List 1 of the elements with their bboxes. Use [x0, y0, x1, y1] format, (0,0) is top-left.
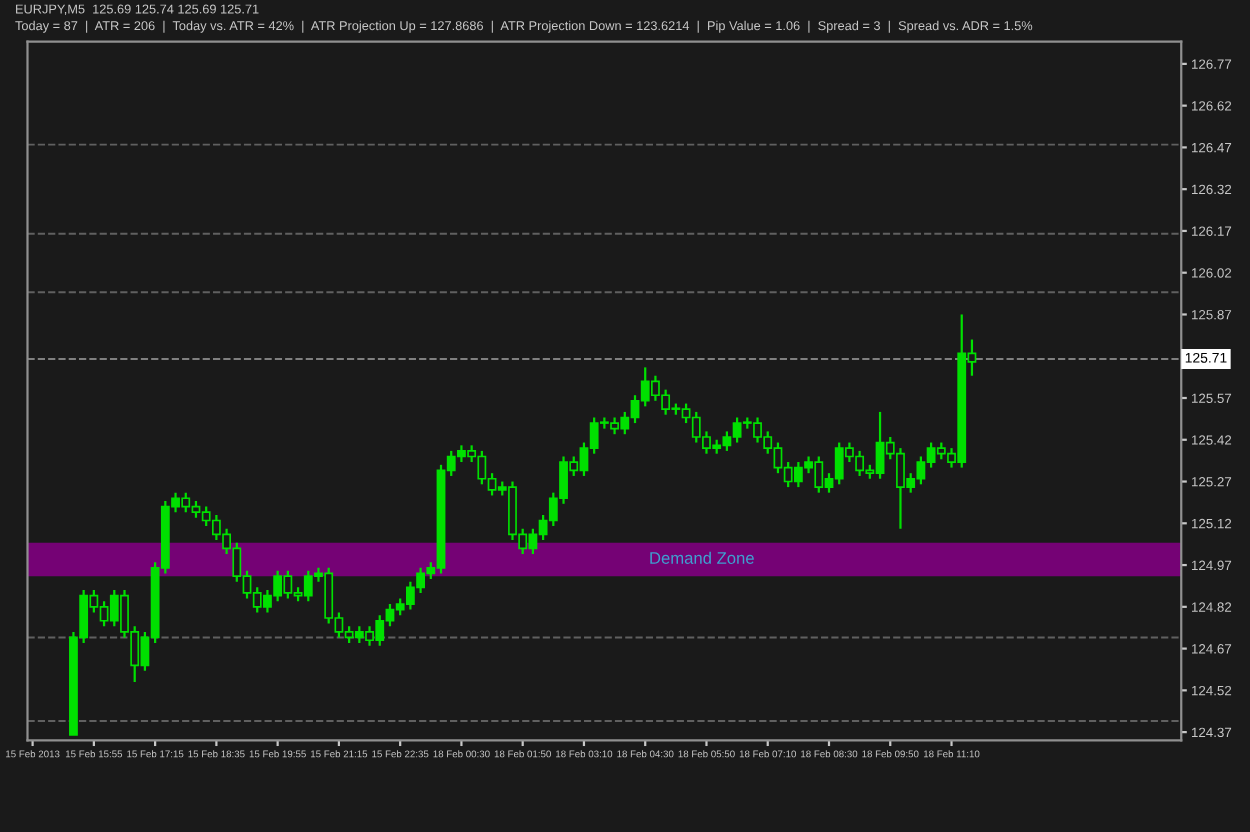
- band-label: Demand Zone: [650, 551, 754, 564]
